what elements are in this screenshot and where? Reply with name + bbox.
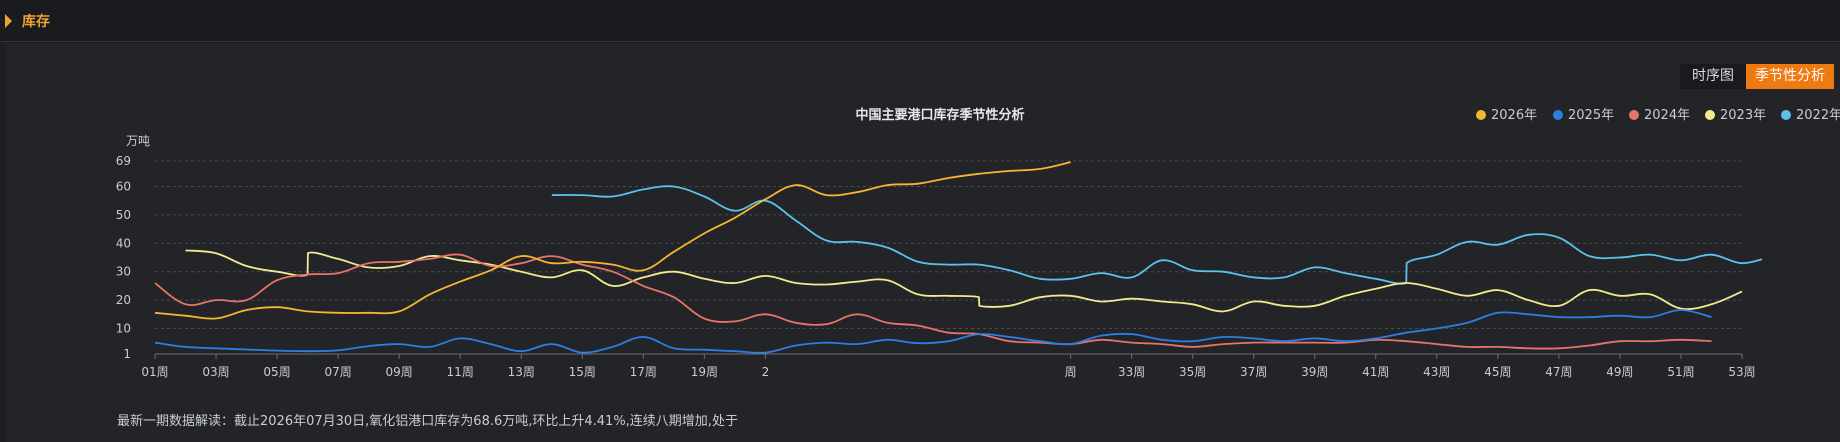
x-tick-label: 03周 bbox=[202, 365, 229, 379]
y-tick-label: 20 bbox=[116, 293, 131, 307]
y-tick-label: 50 bbox=[116, 208, 131, 222]
x-tick-label: 19周 bbox=[691, 365, 718, 379]
legend-label-2024: 2024年 bbox=[1644, 108, 1691, 123]
chart-title: 中国主要港口库存季节性分析 bbox=[855, 108, 1025, 123]
legend-item-2024[interactable]: 2024年 bbox=[1629, 104, 1690, 123]
x-tick-label: 33周 bbox=[1118, 365, 1145, 379]
x-tick-label: 37周 bbox=[1240, 365, 1267, 379]
x-tick-label: 53周 bbox=[1728, 365, 1755, 379]
x-tick-label: 09周 bbox=[386, 365, 413, 379]
x-tick-label: 41周 bbox=[1362, 365, 1389, 379]
y-tick-label: 1 bbox=[123, 347, 131, 361]
x-tick-label: 49周 bbox=[1606, 365, 1633, 379]
x-tick-label: 07周 bbox=[324, 365, 351, 379]
x-tick-label: 45周 bbox=[1484, 365, 1511, 379]
y-tick-label: 10 bbox=[116, 321, 131, 335]
x-tick-label: 35周 bbox=[1179, 365, 1206, 379]
y-tick-label: 30 bbox=[116, 265, 131, 279]
legend-label-2025: 2025年 bbox=[1568, 108, 1615, 123]
x-tick-label: 周 bbox=[1065, 365, 1077, 379]
legend-dot-2024-icon bbox=[1629, 110, 1639, 120]
y-tick-label: 69 bbox=[116, 154, 131, 168]
data-interpretation-note: 最新一期数据解读：截止2026年07月30日,氧化铝港口库存为68.6万吨,环比… bbox=[117, 414, 738, 429]
x-tick-label: 43周 bbox=[1423, 365, 1450, 379]
x-tick-label: 17周 bbox=[630, 365, 657, 379]
x-tick-label: 2 bbox=[762, 365, 770, 379]
y-tick-label: 60 bbox=[116, 180, 131, 194]
legend-dot-2023-icon bbox=[1705, 110, 1715, 120]
series-line-2025 bbox=[154, 309, 1712, 354]
series-line-2022 bbox=[551, 185, 1762, 285]
legend-dot-2022-icon bbox=[1781, 110, 1791, 120]
x-tick-label: 01周 bbox=[141, 365, 168, 379]
section-title: 库存 bbox=[22, 14, 50, 30]
legend-label-2023: 2023年 bbox=[1720, 108, 1767, 123]
legend-label-2022: 2022年 bbox=[1796, 108, 1840, 123]
y-tick-label: 40 bbox=[116, 236, 131, 250]
section-marker-icon bbox=[5, 14, 12, 28]
x-tick-label: 11周 bbox=[447, 365, 474, 379]
x-tick-label: 05周 bbox=[263, 365, 290, 379]
legend-item-2023[interactable]: 2023年 bbox=[1705, 104, 1766, 123]
x-tick-label: 39周 bbox=[1301, 365, 1328, 379]
series-line-2024 bbox=[154, 253, 1712, 350]
section-header: 库存 bbox=[0, 0, 1840, 42]
time-series-toggle-button[interactable]: 时序图 bbox=[1680, 64, 1746, 89]
series-line-2026 bbox=[154, 161, 1071, 320]
seasonal-analysis-toggle-button[interactable]: 季节性分析 bbox=[1746, 64, 1834, 89]
legend-item-2026[interactable]: 2026年 bbox=[1476, 104, 1537, 123]
legend-dot-2025-icon bbox=[1553, 110, 1563, 120]
legend-item-2025[interactable]: 2025年 bbox=[1553, 104, 1614, 123]
x-tick-label: 13周 bbox=[508, 365, 535, 379]
legend-item-2022[interactable]: 2022年 bbox=[1781, 104, 1840, 123]
y-axis-unit-label: 万吨 bbox=[126, 134, 151, 148]
x-tick-label: 51周 bbox=[1667, 365, 1694, 379]
x-tick-label: 47周 bbox=[1545, 365, 1572, 379]
legend-dot-2026-icon bbox=[1476, 110, 1486, 120]
x-tick-label: 15周 bbox=[569, 365, 596, 379]
legend-label-2026: 2026年 bbox=[1491, 108, 1538, 123]
